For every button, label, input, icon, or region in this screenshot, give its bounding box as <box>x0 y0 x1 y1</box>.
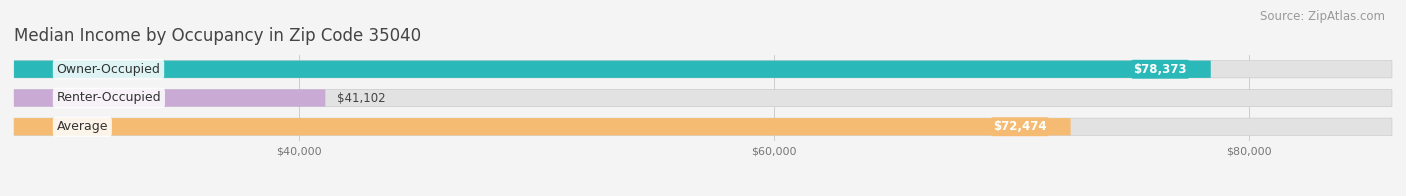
Text: Median Income by Occupancy in Zip Code 35040: Median Income by Occupancy in Zip Code 3… <box>14 27 422 45</box>
FancyBboxPatch shape <box>14 61 1392 78</box>
Text: $41,102: $41,102 <box>337 92 385 104</box>
FancyBboxPatch shape <box>14 61 1211 78</box>
Text: Renter-Occupied: Renter-Occupied <box>56 92 162 104</box>
Text: Owner-Occupied: Owner-Occupied <box>56 63 160 76</box>
Text: Source: ZipAtlas.com: Source: ZipAtlas.com <box>1260 10 1385 23</box>
FancyBboxPatch shape <box>14 89 325 107</box>
Text: Average: Average <box>56 120 108 133</box>
FancyBboxPatch shape <box>14 118 1392 135</box>
Text: $78,373: $78,373 <box>1133 63 1187 76</box>
Text: $72,474: $72,474 <box>993 120 1047 133</box>
FancyBboxPatch shape <box>14 118 1070 135</box>
FancyBboxPatch shape <box>14 89 1392 107</box>
